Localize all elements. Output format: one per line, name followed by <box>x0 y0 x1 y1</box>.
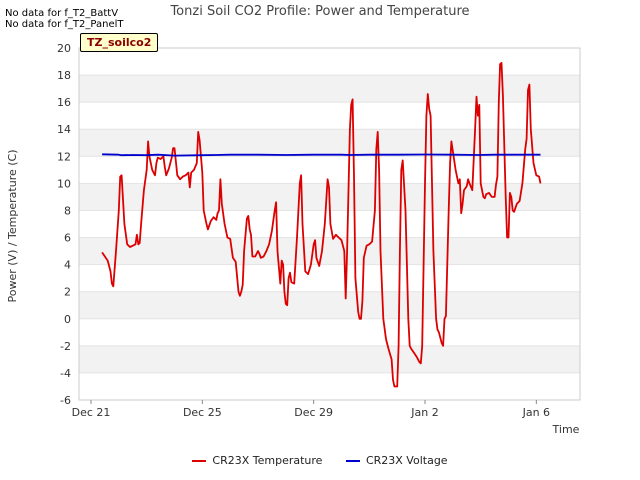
x-tick-label: Dec 21 <box>72 406 111 419</box>
x-tick-label: Dec 29 <box>294 406 333 419</box>
y-tick-label: 2 <box>64 286 71 299</box>
plot-frame <box>78 47 581 401</box>
grid-band <box>79 75 580 103</box>
y-tick-label: 0 <box>64 313 71 326</box>
x-axis-label: Time <box>552 423 580 436</box>
grid-band <box>79 291 580 319</box>
y-tick-label: -6 <box>60 394 71 407</box>
y-tick-label: 18 <box>57 69 71 82</box>
legend-label-temperature: CR23X Temperature <box>212 454 323 467</box>
y-tick-label: 20 <box>57 42 71 55</box>
x-tick-label: Jan 2 <box>410 406 438 419</box>
series-line-voltage <box>102 153 541 157</box>
grid-band <box>79 345 580 373</box>
x-tick-label: Jan 6 <box>522 406 550 419</box>
x-tick-label: Dec 25 <box>183 406 222 419</box>
series-layer <box>101 62 542 388</box>
legend-label-voltage: CR23X Voltage <box>365 454 448 467</box>
y-tick-label: 14 <box>57 123 71 136</box>
y-axis-label: Power (V) / Temperature (C) <box>6 149 19 302</box>
site-badge: TZ_soilco2 <box>80 33 159 52</box>
legend-swatch-temperature <box>192 460 207 462</box>
legend-item-temperature: CR23X Temperature <box>192 454 322 467</box>
y-tick-label: 4 <box>64 259 71 272</box>
no-data-message-battv: No data for f_T2_BattV <box>5 8 119 19</box>
y-tick-label: -2 <box>60 340 71 353</box>
y-tick-label: 10 <box>57 177 71 190</box>
legend-item-voltage: CR23X Voltage <box>345 454 448 467</box>
y-tick-label: -4 <box>60 367 71 380</box>
legend-swatch-voltage <box>345 460 360 462</box>
grid-band <box>79 129 580 157</box>
legend: CR23X Temperature CR23X Voltage <box>0 454 640 467</box>
chart-title: Tonzi Soil CO2 Profile: Power and Temper… <box>169 4 469 19</box>
y-axis-ticks: -6 -4 -2 0 2 4 6 8 10 12 14 16 18 20 <box>57 42 71 407</box>
y-tick-label: 12 <box>57 150 71 163</box>
series-line-temperature <box>101 62 542 388</box>
x-axis-ticks: Dec 21 Dec 25 Dec 29 Jan 2 Jan 6 <box>72 400 550 419</box>
y-tick-label: 8 <box>64 204 71 217</box>
y-tick-label: 6 <box>64 232 71 245</box>
grid-band <box>79 237 580 265</box>
y-tick-label: 16 <box>57 96 71 109</box>
no-data-message-panelt: No data for f_T2_PanelT <box>5 19 124 30</box>
